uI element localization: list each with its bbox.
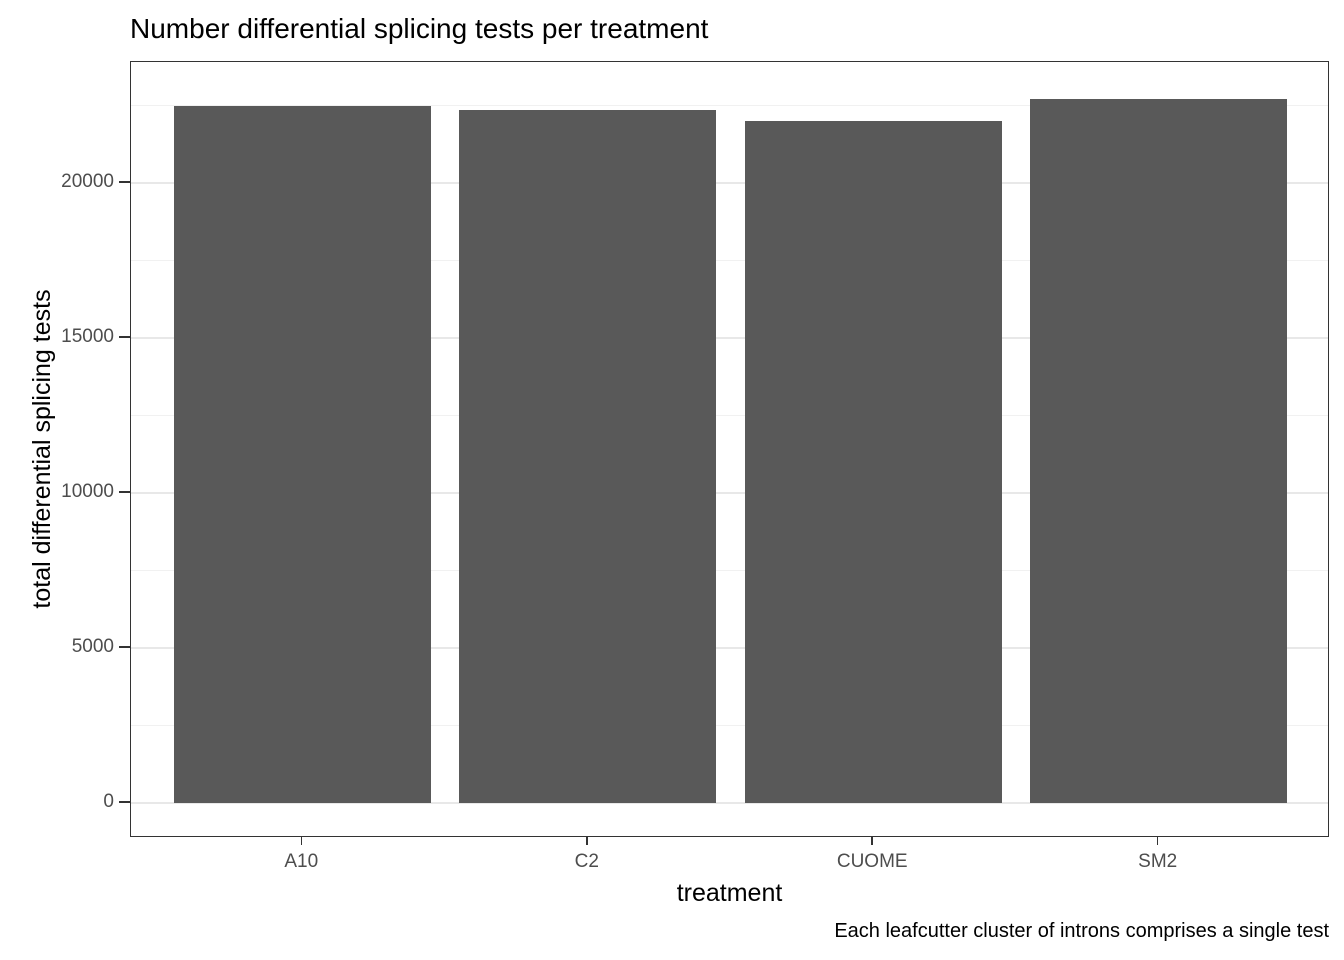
y-tick-label: 10000: [61, 481, 114, 502]
y-tick-label: 15000: [61, 326, 114, 347]
chart-caption: Each leafcutter cluster of introns compr…: [834, 920, 1329, 942]
y-tick-label: 5000: [71, 636, 114, 657]
x-tick-label: C2: [574, 851, 599, 872]
y-tick-label: 0: [103, 791, 114, 812]
bar-c2: [459, 110, 717, 803]
y-tick: [119, 801, 130, 803]
x-tick: [300, 837, 303, 845]
gridline-major: [131, 647, 1328, 649]
gridline-minor: [131, 260, 1328, 261]
x-tick: [871, 837, 873, 845]
gridline-minor: [131, 105, 1328, 106]
x-tick-label: SM2: [1138, 851, 1178, 872]
gridline-minor: [131, 415, 1328, 416]
y-tick: [119, 336, 130, 338]
gridline-major: [131, 802, 1328, 804]
bar-a10: [173, 105, 431, 803]
bar-sm2: [1030, 99, 1288, 803]
gridline-minor: [131, 725, 1328, 726]
x-tick: [586, 837, 588, 845]
gridline-major: [131, 337, 1328, 339]
y-tick: [119, 181, 130, 183]
gridline-minor: [131, 570, 1328, 571]
x-axis-title: treatment: [676, 879, 783, 907]
plot-panel: [130, 61, 1329, 837]
y-tick-label: 20000: [61, 171, 114, 192]
gridline-major: [131, 182, 1328, 184]
y-axis-title: total differential splicing tests: [28, 289, 56, 609]
gridline-major: [131, 492, 1328, 494]
chart-title: Number differential splicing tests per t…: [130, 13, 709, 44]
x-tick: [1156, 837, 1159, 845]
bar-cuome: [744, 121, 1002, 803]
y-tick: [119, 491, 130, 493]
x-tick-label: CUOME: [836, 851, 908, 872]
x-tick-label: A10: [284, 851, 319, 872]
y-tick: [119, 646, 130, 648]
